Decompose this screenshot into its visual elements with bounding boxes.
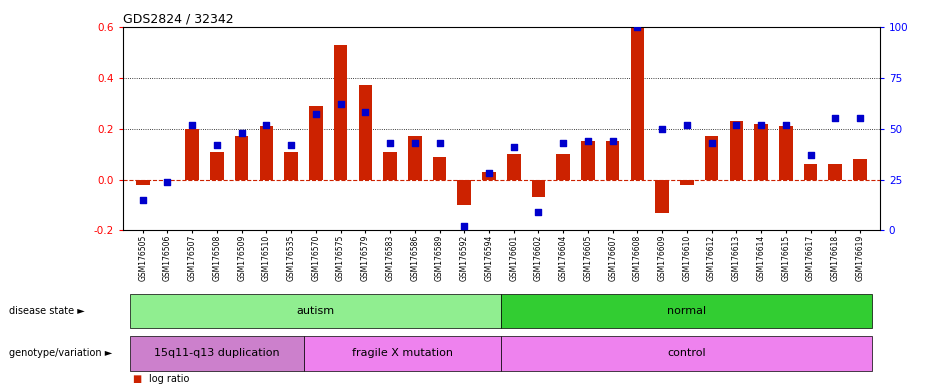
Point — [259, 121, 274, 127]
Text: disease state ►: disease state ► — [9, 306, 85, 316]
Bar — [829, 164, 842, 180]
Text: GDS2824 / 32342: GDS2824 / 32342 — [123, 13, 234, 26]
Point — [754, 121, 769, 127]
Bar — [458, 180, 471, 205]
Point — [828, 115, 843, 121]
Point — [184, 121, 200, 127]
Bar — [334, 45, 347, 180]
Point — [506, 144, 521, 150]
Text: ■: ■ — [132, 374, 142, 384]
Point — [655, 126, 670, 132]
Bar — [432, 157, 447, 180]
Point — [803, 152, 818, 158]
Point — [432, 140, 447, 146]
Bar — [185, 129, 199, 180]
Text: normal: normal — [667, 306, 707, 316]
Point — [852, 115, 867, 121]
Point — [482, 170, 497, 177]
Point — [160, 179, 175, 185]
Point — [605, 138, 621, 144]
Point — [779, 121, 794, 127]
Point — [630, 24, 645, 30]
Bar — [131, 336, 304, 371]
Bar — [532, 180, 545, 197]
Bar — [482, 172, 496, 180]
Bar — [501, 294, 872, 328]
Bar — [656, 180, 669, 213]
Point — [308, 111, 324, 118]
Bar — [136, 180, 149, 185]
Point — [531, 209, 546, 215]
Point — [234, 130, 249, 136]
Bar — [631, 27, 644, 180]
Point — [581, 138, 596, 144]
Point — [333, 101, 348, 107]
Point — [704, 140, 719, 146]
Text: control: control — [668, 348, 706, 358]
Bar — [501, 336, 872, 371]
Bar — [754, 124, 768, 180]
Bar — [853, 159, 867, 180]
Point — [457, 223, 472, 229]
Bar — [304, 336, 501, 371]
Bar — [680, 180, 693, 185]
Text: fragile X mutation: fragile X mutation — [352, 348, 453, 358]
Point — [728, 121, 744, 127]
Bar — [705, 136, 718, 180]
Bar — [359, 85, 372, 180]
Point — [358, 109, 373, 116]
Point — [555, 140, 570, 146]
Bar — [131, 294, 501, 328]
Text: genotype/variation ►: genotype/variation ► — [9, 348, 113, 358]
Text: autism: autism — [297, 306, 335, 316]
Bar — [383, 152, 397, 180]
Bar — [309, 106, 323, 180]
Bar — [556, 154, 570, 180]
Bar — [259, 126, 273, 180]
Bar — [729, 121, 744, 180]
Point — [284, 142, 299, 148]
Bar — [285, 152, 298, 180]
Text: 15q11-q13 duplication: 15q11-q13 duplication — [154, 348, 280, 358]
Bar — [235, 136, 249, 180]
Bar — [507, 154, 520, 180]
Bar — [779, 126, 793, 180]
Bar — [210, 152, 224, 180]
Point — [209, 142, 224, 148]
Bar — [804, 164, 817, 180]
Point — [382, 140, 397, 146]
Text: log ratio: log ratio — [149, 374, 190, 384]
Point — [407, 140, 422, 146]
Point — [135, 197, 150, 203]
Point — [679, 121, 694, 127]
Bar — [605, 141, 620, 180]
Bar — [408, 136, 422, 180]
Bar — [581, 141, 595, 180]
